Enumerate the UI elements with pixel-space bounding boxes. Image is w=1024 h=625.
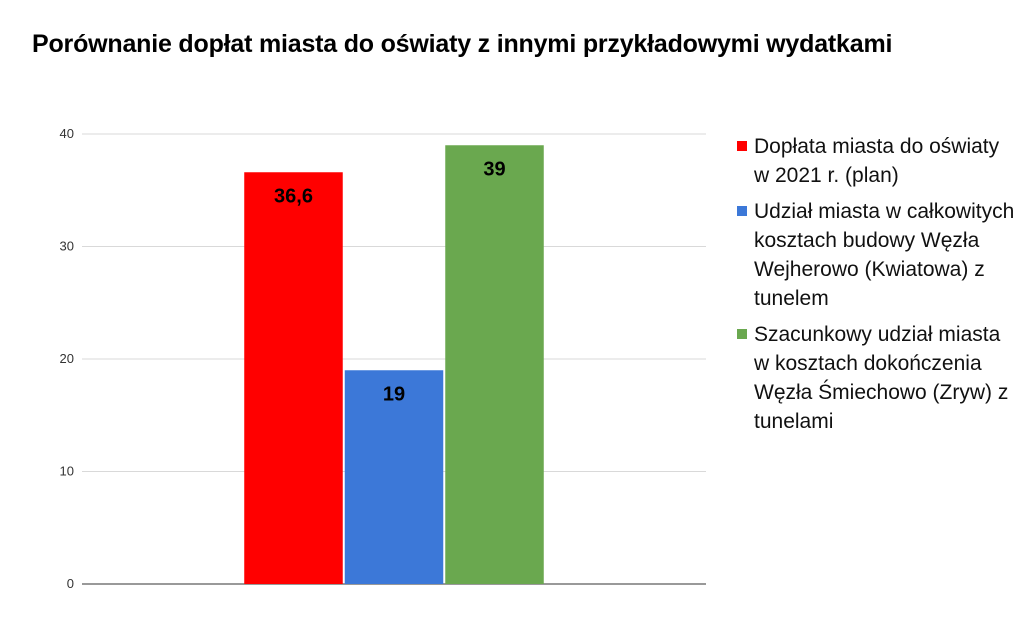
data-labels: 36,6 19 39 <box>274 158 506 405</box>
y-tick-label: 10 <box>60 464 74 479</box>
legend-item-3: Szacunkowy udział miasta w kosztach doko… <box>737 320 1017 436</box>
legend-item-2: Udział miasta w całkowitych kosztach bud… <box>737 197 1017 313</box>
data-label-3: 39 <box>483 158 505 180</box>
legend-swatch <box>737 141 747 151</box>
legend-label: Dopłata miasta do oświaty w 2021 r. (pla… <box>754 135 1000 187</box>
y-tick-label: 20 <box>60 351 74 366</box>
bar-1 <box>244 172 343 584</box>
y-tick-label: 40 <box>60 126 74 141</box>
legend-label: Szacunkowy udział miasta w kosztach doko… <box>754 323 1009 433</box>
bars <box>244 145 544 584</box>
data-label-2: 19 <box>383 383 405 405</box>
data-label-1: 36,6 <box>274 185 313 207</box>
chart-legend: Dopłata miasta do oświaty w 2021 r. (pla… <box>737 132 1017 443</box>
legend-swatch <box>737 329 747 339</box>
legend-item-1: Dopłata miasta do oświaty w 2021 r. (pla… <box>737 132 1017 190</box>
legend-swatch <box>737 206 747 216</box>
bar-2 <box>344 370 444 584</box>
y-axis-ticks: 0 10 20 30 40 <box>60 126 74 591</box>
legend-label: Udział miasta w całkowitych kosztach bud… <box>754 200 1015 310</box>
chart-title: Porównanie dopłat miasta do oświaty z in… <box>32 30 893 58</box>
bar-3 <box>445 145 544 584</box>
y-tick-label: 0 <box>67 576 74 591</box>
y-tick-label: 30 <box>60 239 74 254</box>
